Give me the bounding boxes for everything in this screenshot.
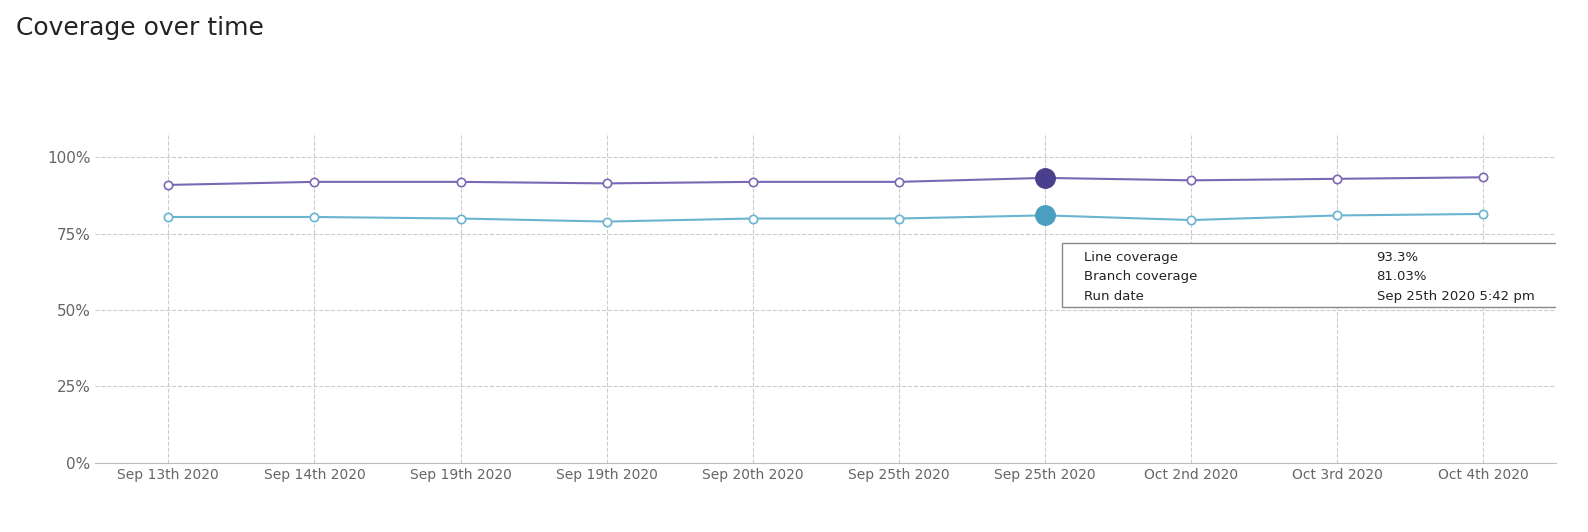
Text: Sep 25th 2020 5:42 pm: Sep 25th 2020 5:42 pm <box>1377 290 1534 303</box>
Text: Line coverage: Line coverage <box>1085 251 1178 263</box>
Text: 93.3%: 93.3% <box>1377 251 1418 263</box>
Text: Coverage over time: Coverage over time <box>16 16 264 40</box>
Text: Run date: Run date <box>1085 290 1145 303</box>
FancyBboxPatch shape <box>1062 243 1574 307</box>
Text: Branch coverage: Branch coverage <box>1085 270 1197 284</box>
Text: 81.03%: 81.03% <box>1377 270 1428 284</box>
